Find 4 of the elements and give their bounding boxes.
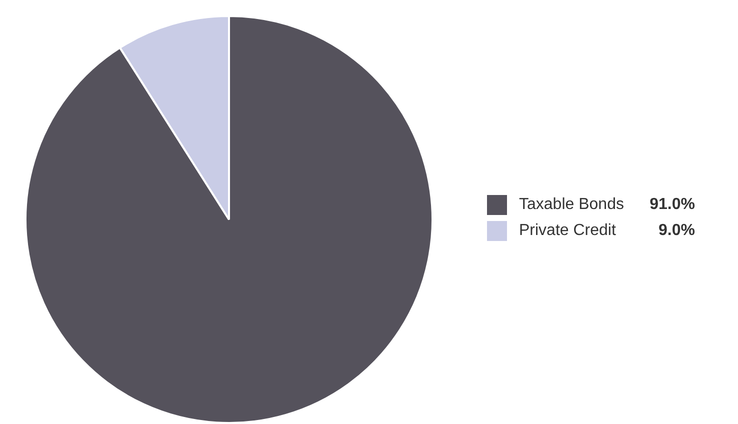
data-label: 91.0% [648,196,695,214]
legend-label: Private Credit [519,222,617,240]
data-label: 9.0% [658,222,695,240]
legend-label: Taxable Bonds [519,196,625,214]
